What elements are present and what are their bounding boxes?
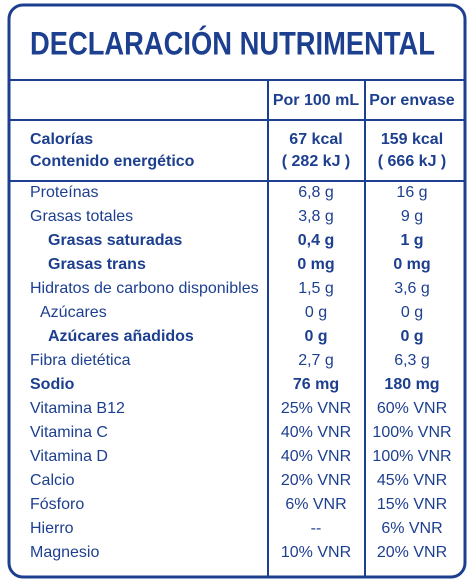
cell: 20% VNR [377,544,447,561]
cell: 10% VNR [281,544,351,561]
cell: -- [311,520,322,537]
row-label: Azúcares añadidos [48,328,194,345]
cell: 40% VNR [281,424,351,441]
row-label: Vitamina C [30,424,108,441]
row-label: Sodio [30,376,75,393]
row-label: Grasas totales [30,208,133,225]
cell: 3,8 g [298,208,334,225]
title: DECLARACIÓN NUTRIMENTAL [30,25,435,61]
cell: 1,5 g [298,280,334,297]
cell: 0 g [304,328,327,345]
cell: 159 kcal [381,131,443,148]
cell: 0 g [305,304,327,321]
cell: 6% VNR [285,496,346,513]
cell: 0 mg [297,256,334,273]
row-label: Hidratos de carbono disponibles [30,280,259,297]
cell: ( 666 kJ ) [378,153,446,170]
cell: 100% VNR [372,424,451,441]
cell: 16 g [396,184,427,201]
cell: 25% VNR [281,400,351,417]
cell: 0 g [400,328,423,345]
row-label: Calcio [30,472,75,489]
cell: 6,8 g [298,184,334,201]
row-label: Hierro [30,520,74,537]
cell: 180 mg [384,376,439,393]
cell: 40% VNR [281,448,351,465]
cell: 0 g [401,304,423,321]
cell: 100% VNR [372,448,451,465]
cell: 76 mg [293,376,339,393]
row-label: Azúcares [40,304,107,321]
row-label: Vitamina B12 [30,400,125,417]
row-label: Vitamina D [30,448,108,465]
cell: 9 g [401,208,423,225]
row-label: Calorías [30,131,93,148]
cell: 15% VNR [377,496,447,513]
cell: ( 282 kJ ) [282,153,350,170]
cell: 2,7 g [298,352,334,369]
cell: 0 mg [393,256,430,273]
column-header: Por 100 mL [273,92,359,109]
cell: 6% VNR [381,520,442,537]
row-label: Contenido energético [30,153,195,170]
cell: 67 kcal [289,131,342,148]
cell: 0,4 g [298,232,334,249]
label-border [7,3,467,579]
cell: 3,6 g [394,280,430,297]
cell: 45% VNR [377,472,447,489]
row-label: Grasas saturadas [48,232,182,249]
row-label: Proteínas [30,184,98,201]
row-label: Magnesio [30,544,99,561]
cell: 1 g [400,232,423,249]
row-label: Fibra dietética [30,352,131,369]
row-label: Fósforo [30,496,84,513]
row-label: Grasas trans [48,256,146,273]
cell: 60% VNR [377,400,447,417]
cell: 20% VNR [281,472,351,489]
cell: 6,3 g [394,352,430,369]
column-header: Por envase [369,92,454,109]
